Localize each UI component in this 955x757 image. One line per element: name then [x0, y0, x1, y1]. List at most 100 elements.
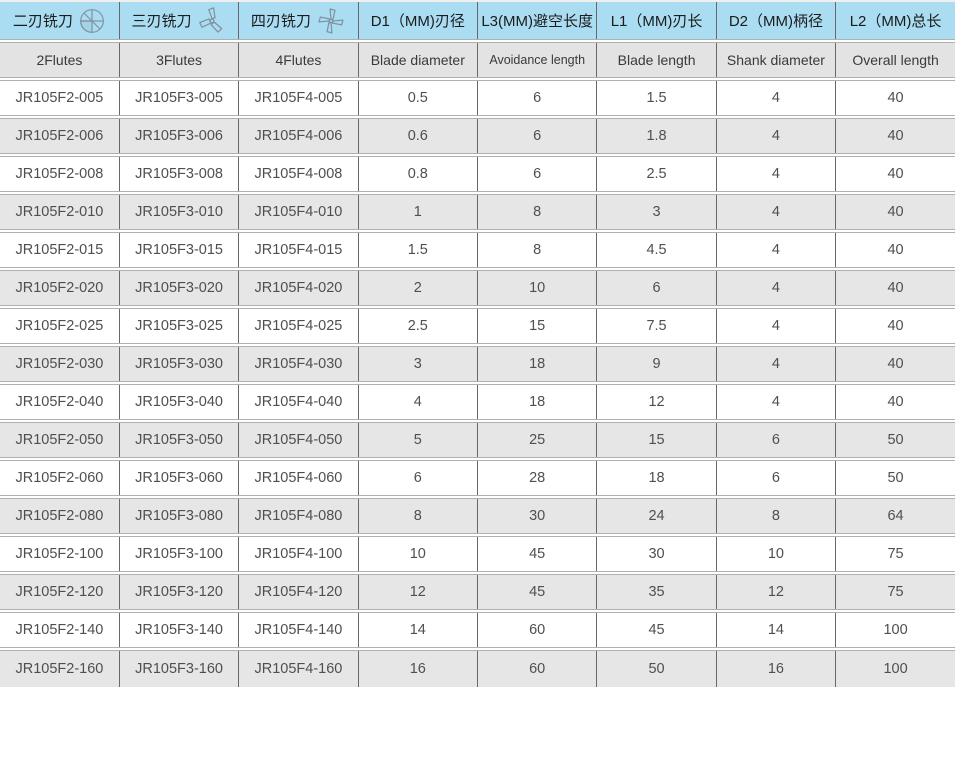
table-row: JR105F2-120 JR105F3-120 JR105F4-120 12 45 35 1…	[0, 573, 955, 611]
spec-value-cell: 60	[476, 611, 597, 649]
model-number-cell: JR105F4-010	[238, 193, 359, 231]
spec-value-cell: 7.5	[596, 307, 717, 345]
model-number-cell: JR105F3-040	[118, 383, 239, 421]
column-header-cn: D1（MM)刃径	[357, 1, 478, 41]
spec-value-cell: 4	[715, 117, 836, 155]
header-row-english: 2Flutes 3Flutes 4Flutes Blade diameter Avoid…	[0, 41, 955, 79]
spec-value-cell: 10	[715, 535, 836, 573]
column-header-en: 3Flutes	[118, 41, 239, 79]
spec-value-cell: 40	[835, 269, 955, 307]
spec-value-cell: 2.5	[357, 307, 478, 345]
column-header-cn-label: 四刃铣刀	[250, 13, 311, 30]
spec-value-cell: 4	[715, 307, 836, 345]
model-number-cell: JR105F2-140	[15, 622, 104, 638]
model-number-cell: JR105F4-160	[238, 649, 359, 687]
spec-value-cell: 10	[357, 535, 478, 573]
table-row: JR105F2-020 JR105F3-020 JR105F4-020 2 10 6 4 40	[0, 269, 955, 307]
model-number-cell: JR105F4-015	[238, 231, 359, 269]
spec-value-cell: 50	[596, 649, 717, 687]
model-number-cell: JR105F4-006	[238, 117, 359, 155]
model-number-cell: JR105F2-050	[15, 432, 104, 448]
table-row: JR105F2-040 JR105F3-040 JR105F4-040 4 18 12 4 4…	[0, 383, 955, 421]
column-header-cn-inner: L3(MM)避空长度	[480, 10, 594, 31]
spec-value-cell: 4	[715, 383, 836, 421]
spec-value-cell: 8	[476, 231, 597, 269]
spec-value-cell: 2.5	[596, 155, 717, 193]
model-number-cell: JR105F3-120	[118, 573, 239, 611]
spec-value-cell: 15	[596, 421, 717, 459]
model-number-cell: JR105F3-025	[118, 307, 239, 345]
spec-value-cell: 40	[835, 193, 955, 231]
spec-value-cell: 25	[476, 421, 597, 459]
spec-value-cell: 15	[476, 307, 597, 345]
table-row: JR105F2-015 JR105F3-015 JR105F4-015 1.5 8 4.5…	[0, 231, 955, 269]
model-number-cell: JR105F2-010	[15, 204, 104, 220]
spec-value-cell: 6	[357, 459, 478, 497]
spec-value-cell: 14	[715, 611, 836, 649]
spec-value-cell: 4	[715, 155, 836, 193]
spec-value-cell: 1.8	[596, 117, 717, 155]
column-header-cn-label: L2（MM)总长	[849, 13, 942, 30]
spec-value-cell: 4	[715, 269, 836, 307]
spec-value-cell: 3	[357, 345, 478, 383]
column-header-cn-label: 二刃铣刀	[12, 13, 73, 30]
model-number-cell: JR105F2-100	[15, 546, 104, 562]
spec-value-cell: 6	[476, 117, 597, 155]
model-number-cell: JR105F4-080	[238, 497, 359, 535]
spec-value-cell: 9	[596, 345, 717, 383]
model-number-cell: JR105F4-025	[238, 307, 359, 345]
spec-value-cell: 40	[835, 345, 955, 383]
spec-value-cell: 16	[357, 649, 478, 687]
table-row: JR105F2-008 JR105F3-008 JR105F4-008 0.8 6 2.5…	[0, 155, 955, 193]
model-number-cell: JR105F3-030	[118, 345, 239, 383]
spec-value-cell: 60	[476, 649, 597, 687]
model-number-cell: JR105F4-100	[238, 535, 359, 573]
model-number-cell: JR105F2-160	[15, 661, 104, 677]
spec-value-cell: 3	[596, 193, 717, 231]
spec-value-cell: 64	[835, 497, 955, 535]
spec-value-cell: 5	[357, 421, 478, 459]
column-header-cn-label: 三刃铣刀	[131, 13, 192, 30]
column-header-en: Blade length	[596, 41, 717, 79]
model-number-cell: JR105F2-040	[15, 394, 104, 410]
model-number-cell: JR105F4-120	[238, 573, 359, 611]
model-number-cell: JR105F2-080	[15, 508, 104, 524]
spec-value-cell: 40	[835, 307, 955, 345]
model-number-cell: JR105F4-030	[238, 345, 359, 383]
spec-value-cell: 8	[715, 497, 836, 535]
column-header-cn-inner: 四刃铣刀	[241, 6, 355, 36]
model-number-cell: JR105F2-005	[15, 90, 104, 106]
four-flute-endmill-icon	[318, 7, 344, 34]
column-header-en: Blade diameter	[357, 41, 478, 79]
spec-value-cell: 16	[715, 649, 836, 687]
model-number-cell: JR105F3-100	[118, 535, 239, 573]
model-number-cell: JR105F2-120	[15, 584, 104, 600]
column-header-cn-inner: 三刃铣刀	[122, 6, 236, 36]
spec-value-cell: 0.5	[357, 79, 478, 117]
table-header: 二刃铣刀 三刃铣刀 四刃铣刀 D1（MM)刃径 L3(MM)避空长度 L1（MM)刃…	[0, 1, 955, 79]
table-body: JR105F2-005 JR105F3-005 JR105F4-005 0.5 6 1.5…	[0, 79, 955, 687]
table-row: JR105F2-160 JR105F3-160 JR105F4-160 16 60 50 1…	[0, 649, 955, 687]
spec-value-cell: 1.5	[596, 79, 717, 117]
model-number-cell: JR105F3-080	[118, 497, 239, 535]
model-number-cell: JR105F2-030	[15, 356, 104, 372]
model-number-cell: JR105F4-040	[238, 383, 359, 421]
table-row: JR105F2-080 JR105F3-080 JR105F4-080 8 30 24 8 6…	[0, 497, 955, 535]
column-header-cn: L1（MM)刃长	[596, 1, 717, 41]
spec-value-cell: 12	[357, 573, 478, 611]
model-number-cell: JR105F2-020	[15, 280, 104, 296]
column-header-cn-inner: 二刃铣刀	[2, 7, 117, 35]
column-header-en: Avoidance length	[476, 41, 597, 79]
spec-value-cell: 4	[715, 79, 836, 117]
spec-value-cell: 35	[596, 573, 717, 611]
table-row: JR105F2-025 JR105F3-025 JR105F4-025 2.5 15 7.…	[0, 307, 955, 345]
model-number-cell: JR105F3-005	[118, 79, 239, 117]
spec-value-cell: 1.5	[357, 231, 478, 269]
model-number-cell: JR105F2-025	[15, 318, 104, 334]
model-number-cell: JR105F4-060	[238, 459, 359, 497]
spec-value-cell: 24	[596, 497, 717, 535]
column-header-cn-label: D2（MM)柄径	[728, 13, 824, 30]
spec-value-cell: 0.8	[357, 155, 478, 193]
column-header-cn: D2（MM)柄径	[715, 1, 836, 41]
two-flute-endmill-icon	[80, 8, 104, 33]
